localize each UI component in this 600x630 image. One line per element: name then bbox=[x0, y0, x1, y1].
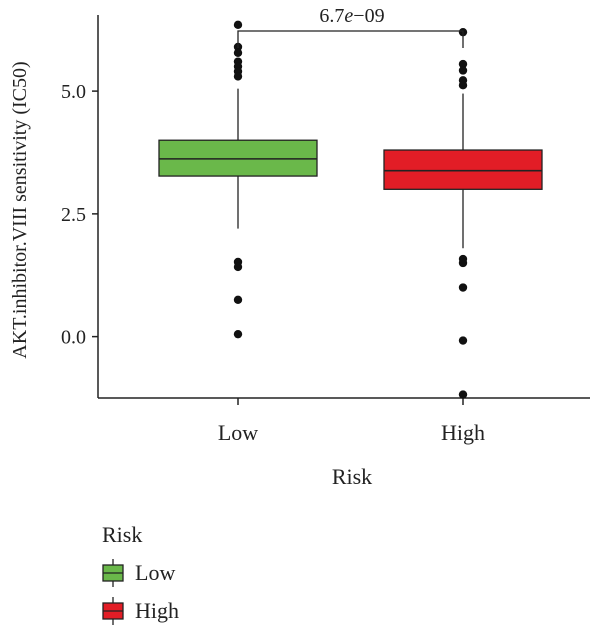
y-ticks: 0.0 2.5 5.0 bbox=[61, 81, 98, 349]
significance-bracket bbox=[237, 30, 464, 48]
legend-title: Risk bbox=[102, 522, 142, 547]
outlier-point bbox=[233, 329, 243, 339]
outlier-point bbox=[233, 72, 243, 81]
legend-item-low: Low bbox=[102, 559, 175, 587]
legend-item-high: High bbox=[102, 597, 179, 625]
outlier-point bbox=[458, 66, 468, 75]
outlier-point bbox=[233, 262, 243, 272]
legend-label: Low bbox=[135, 560, 175, 585]
outlier-point bbox=[458, 336, 468, 345]
legend-label: High bbox=[135, 598, 179, 623]
p-value-label: 6.7e−09 bbox=[319, 5, 384, 27]
outlier-point bbox=[233, 48, 243, 58]
legend-items: Low High bbox=[102, 559, 179, 625]
outlier-point bbox=[458, 390, 468, 399]
outlier-point bbox=[458, 283, 468, 292]
y-axis-label: AKT.inhibitor.VIII sensitivity (IC50) bbox=[9, 61, 31, 358]
outlier-point bbox=[458, 258, 468, 268]
y-tick-label: 0.0 bbox=[61, 327, 86, 349]
significance-annotation: 6.7e−09 bbox=[237, 5, 464, 48]
y-tick-label: 5.0 bbox=[61, 81, 86, 103]
outlier-point bbox=[233, 295, 243, 304]
box-iqr bbox=[383, 149, 543, 190]
x-tick-label: Low bbox=[218, 420, 258, 445]
x-ticks: Low High bbox=[218, 398, 485, 445]
outlier-point bbox=[233, 20, 243, 30]
legend: Risk Low High bbox=[102, 522, 179, 625]
outlier-point bbox=[458, 59, 468, 69]
x-axis-label: Risk bbox=[332, 464, 372, 489]
box-low bbox=[158, 20, 318, 339]
boxes bbox=[158, 20, 543, 399]
outlier-point bbox=[458, 81, 468, 90]
y-tick-label: 2.5 bbox=[61, 204, 86, 226]
x-tick-label: High bbox=[441, 420, 485, 445]
box-high bbox=[383, 27, 543, 399]
